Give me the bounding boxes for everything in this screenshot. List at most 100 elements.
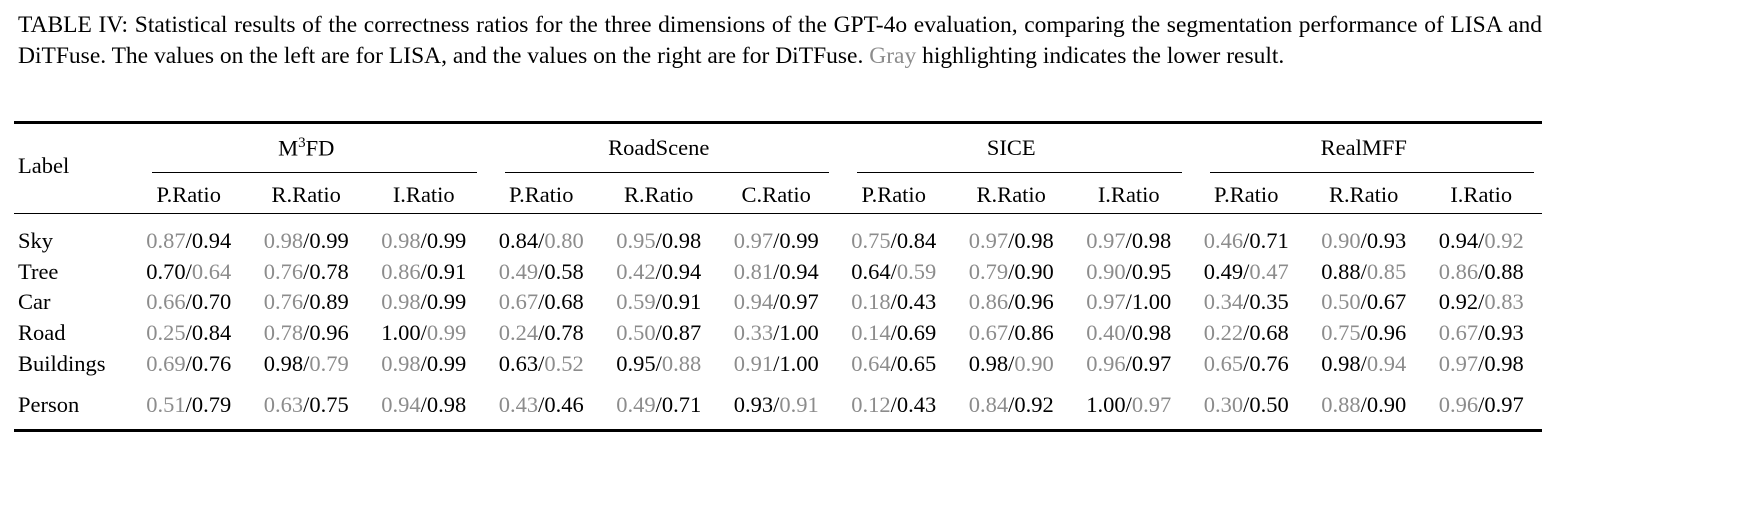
ditfuse-value: 0.98 (1131, 228, 1172, 253)
separator: / (655, 320, 662, 345)
separator: / (1243, 259, 1250, 284)
ditfuse-value: 0.96 (309, 320, 349, 345)
ditfuse-value: 0.69 (896, 320, 937, 345)
cell: 0.96/0.97 (1086, 351, 1171, 377)
separator: / (303, 320, 310, 345)
lisa-value: 0.92 (1438, 289, 1479, 314)
lisa-value: 0.86 (968, 289, 1009, 314)
separator: / (890, 289, 897, 314)
cell: 0.76/0.89 (264, 289, 349, 315)
column-header: R.Ratio (976, 182, 1046, 207)
group-rule (1209, 172, 1534, 174)
separator: / (1008, 392, 1015, 417)
cell: 0.59/0.91 (616, 289, 701, 315)
cell: 1.00/0.97 (1086, 392, 1171, 418)
lisa-value: 0.22 (1203, 320, 1244, 345)
cell: 0.42/0.94 (616, 259, 701, 285)
column-header: R.Ratio (624, 182, 694, 207)
separator: / (538, 289, 545, 314)
separator: / (1360, 351, 1367, 376)
caption-text: highlighting indicates the lower result. (922, 43, 1285, 69)
lisa-value: 0.18 (851, 289, 891, 314)
separator: / (538, 228, 545, 253)
cell: 0.95/0.88 (616, 351, 701, 377)
lisa-value: 0.90 (1321, 228, 1361, 253)
group-name: FD (305, 135, 335, 161)
separator: / (420, 289, 427, 314)
ditfuse-value: 0.68 (1249, 320, 1289, 345)
lisa-value: 0.98 (968, 351, 1009, 376)
separator: / (303, 259, 310, 284)
lisa-value: 0.24 (498, 320, 539, 345)
lisa-value: 0.50 (1321, 289, 1361, 314)
lisa-value: 0.40 (1086, 320, 1126, 345)
lisa-value: 0.94 (1438, 228, 1479, 253)
separator: / (1008, 289, 1015, 314)
group-rule (152, 172, 477, 174)
cell: 0.76/0.78 (264, 259, 349, 285)
separator: / (1360, 392, 1367, 417)
lisa-value: 0.63 (498, 351, 539, 376)
lisa-value: 0.64 (851, 259, 891, 284)
lisa-value: 0.49 (498, 259, 539, 284)
separator: / (420, 351, 427, 376)
lisa-value: 0.87 (146, 228, 186, 253)
ditfuse-value: 0.98 (1131, 320, 1172, 345)
lisa-value: 0.98 (263, 228, 304, 253)
cell: 0.49/0.58 (499, 259, 584, 285)
cell: 0.43/0.46 (499, 392, 584, 418)
separator: / (655, 392, 662, 417)
ditfuse-value: 1.00 (779, 351, 819, 376)
lisa-value: 0.75 (1321, 320, 1361, 345)
separator: / (1360, 320, 1367, 345)
ditfuse-value: 0.93 (1366, 228, 1407, 253)
ditfuse-value: 0.88 (661, 351, 702, 376)
lisa-value: 0.97 (1438, 351, 1479, 376)
ditfuse-value: 0.97 (1131, 392, 1172, 417)
ditfuse-value: 0.91 (779, 392, 819, 417)
caption-gray-word: Gray (869, 43, 917, 69)
separator: / (185, 351, 192, 376)
cell: 0.64/0.59 (851, 259, 936, 285)
row-label: Car (18, 289, 51, 314)
separator: / (1478, 289, 1485, 314)
column-header: C.Ratio (741, 182, 811, 207)
separator: / (1360, 289, 1367, 314)
lisa-value: 0.75 (851, 228, 891, 253)
ditfuse-value: 0.90 (1014, 351, 1054, 376)
ditfuse-value: 0.98 (426, 392, 467, 417)
column-header: P.Ratio (1214, 182, 1279, 207)
cell: 0.94/0.98 (381, 392, 466, 418)
cell: 0.92/0.83 (1439, 289, 1524, 315)
separator: / (655, 351, 662, 376)
row-label: Sky (18, 228, 54, 253)
lisa-value: 0.94 (733, 289, 774, 314)
separator: / (1243, 289, 1250, 314)
lisa-value: 0.50 (616, 320, 656, 345)
separator: / (185, 320, 192, 345)
lisa-value: 0.78 (263, 320, 304, 345)
separator: / (185, 228, 192, 253)
row-label: Tree (18, 259, 59, 284)
ditfuse-value: 0.96 (1366, 320, 1407, 345)
column-header: I.Ratio (1097, 182, 1160, 207)
cell: 0.64/0.65 (851, 351, 936, 377)
separator: / (1243, 228, 1250, 253)
cell: 0.97/0.99 (734, 228, 819, 254)
cell: 0.95/0.98 (616, 228, 701, 254)
lisa-value: 0.42 (616, 259, 656, 284)
separator: / (1008, 351, 1015, 376)
cell: 0.93/0.91 (734, 392, 819, 418)
group-header: M3FD (278, 135, 334, 162)
group-header: SICE (987, 135, 1036, 161)
separator: / (1125, 351, 1132, 376)
cell: 0.86/0.91 (381, 259, 466, 285)
ditfuse-value: 0.99 (426, 320, 467, 345)
ditfuse-value: 0.76 (191, 351, 232, 376)
lisa-value: 0.84 (498, 228, 539, 253)
ditfuse-value: 0.87 (661, 320, 702, 345)
separator: / (1008, 259, 1015, 284)
ditfuse-value: 0.71 (661, 392, 702, 417)
column-header: P.Ratio (509, 182, 574, 207)
group-name: RoadScene (608, 135, 710, 160)
